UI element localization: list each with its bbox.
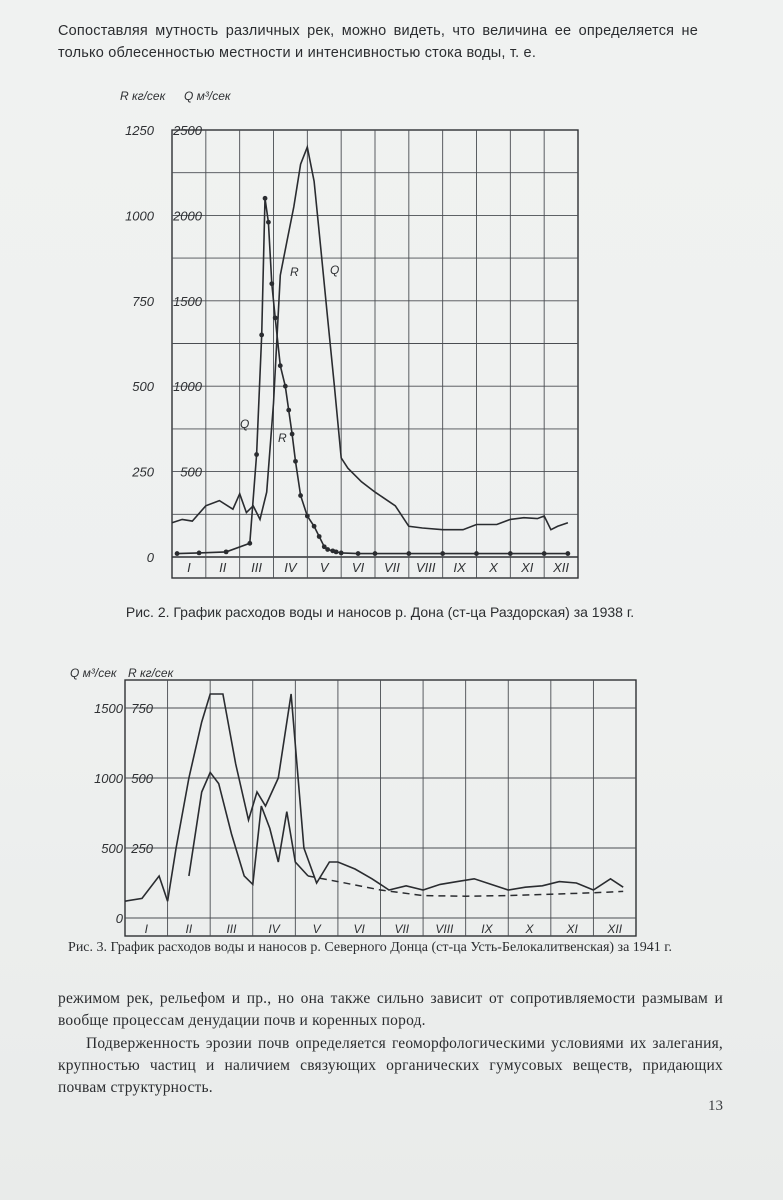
chart1-month-label: X xyxy=(488,560,499,575)
chart1-tick-Q: 1000 xyxy=(173,379,203,394)
chart2-month-label: VII xyxy=(394,922,409,936)
chart1-R-point xyxy=(474,551,479,556)
chart1-tick-R: 1000 xyxy=(125,208,155,223)
chart2-month-label: IV xyxy=(268,922,280,936)
chart1-month-label: IX xyxy=(453,560,467,575)
chart2-month-label: I xyxy=(145,922,149,936)
chart1-month-label: II xyxy=(219,560,227,575)
chart2-tick-R: 750 xyxy=(131,701,153,716)
top-paragraph: Сопоставляя мутность различных рек, можн… xyxy=(58,23,698,61)
bottom-paragraph-2: Подверженность эрозии почв определяется … xyxy=(58,1035,723,1096)
chart1-curve-label-R: R xyxy=(290,265,299,279)
chart1-R-point xyxy=(333,549,339,555)
chart2-month-label: VI xyxy=(354,922,366,936)
chart2-month-label: III xyxy=(226,922,237,936)
chart1-R-point xyxy=(272,315,278,321)
chart1-series-Q-line xyxy=(171,144,569,531)
chart1-R-point xyxy=(277,363,283,369)
chart2-month-label: XII xyxy=(606,922,622,936)
chart1-R-point xyxy=(286,407,292,413)
chart1-tick-Q: 500 xyxy=(180,465,202,480)
chart2-month-label: IX xyxy=(481,922,493,936)
chart1-tick-R: 0 xyxy=(147,550,155,565)
chart1-R-point xyxy=(196,550,202,556)
chart1-curve-label-Q: Q xyxy=(330,263,339,277)
chart1-R-point xyxy=(541,551,547,556)
chart1-tick-R: 750 xyxy=(132,294,154,309)
chart1-curve-label-R: R xyxy=(278,431,287,445)
chart2-tick-Q: 0 xyxy=(116,911,124,926)
chart1-month-label: XII xyxy=(552,560,569,575)
chart2-tick-Q: 500 xyxy=(101,841,123,856)
page-number: 13 xyxy=(708,1098,723,1114)
chart1-R-point xyxy=(338,550,344,556)
chart2-month-label: XI xyxy=(565,922,578,936)
chart1-R-point xyxy=(259,332,265,338)
chart1-month-label: III xyxy=(251,560,262,575)
chart1-R-point xyxy=(304,513,310,519)
chart1-R-point xyxy=(247,540,253,546)
chart1-tick-Q: 1500 xyxy=(173,294,203,309)
chart1-R-point xyxy=(565,551,571,556)
figure-2-caption: Рис. 2. График расходов воды и наносов р… xyxy=(125,604,635,620)
chart1-tick-R: 250 xyxy=(131,465,154,480)
chart1-R-point xyxy=(289,431,295,437)
chart2-series-Q-line xyxy=(124,693,624,902)
chart2-series-R-line xyxy=(188,770,309,887)
chart1-month-label: IV xyxy=(284,560,298,575)
chart1-R-point xyxy=(355,551,361,556)
chart2-tick-Q: 1500 xyxy=(94,701,124,716)
chart1-R-point xyxy=(269,281,275,287)
chart1-month-label: VIII xyxy=(416,560,436,575)
chart1-month-label: VI xyxy=(352,560,365,575)
chart1-R-point xyxy=(325,547,331,552)
chart1-R-point xyxy=(254,452,259,457)
chart1-R-point xyxy=(298,493,303,498)
chart1-R-point xyxy=(406,551,412,556)
chart1-curve-label-Q: Q xyxy=(240,417,249,431)
chart1-R-point xyxy=(174,551,180,556)
chart1-month-label: XI xyxy=(520,560,534,575)
chart1-axis-label-Q: Q м³/сек xyxy=(184,89,232,103)
chart1-R-point xyxy=(223,549,229,555)
chart2-tick-R: 250 xyxy=(130,841,153,856)
chart1-series-R-line xyxy=(177,198,568,555)
chart2-axis-label-Q: Q м³/сек xyxy=(70,666,118,680)
bottom-paragraph-1: режимом рек, рельефом и пр., но она такж… xyxy=(58,990,723,1029)
chart1-month-label: VII xyxy=(384,560,400,575)
chart2-month-label: II xyxy=(186,922,193,936)
chart1-month-label: I xyxy=(187,560,191,575)
chart1-month-label: V xyxy=(320,560,330,575)
chart1-R-point xyxy=(321,544,327,550)
chart2-month-label: X xyxy=(525,922,535,936)
chart1-tick-R: 500 xyxy=(132,379,154,394)
chart1-tick-R: 1250 xyxy=(125,123,155,138)
chart1-R-point xyxy=(262,195,268,201)
chart2-tick-Q: 1000 xyxy=(94,771,124,786)
chart2-axis-label-R: R кг/сек xyxy=(128,666,175,680)
figure-3-caption: Рис. 3. График расходов воды и наносов р… xyxy=(68,940,672,955)
chart1-R-point xyxy=(372,551,378,556)
chart1-R-point xyxy=(282,383,288,389)
chart2-series-R-dashed xyxy=(307,875,624,897)
chart2-month-label: VIII xyxy=(435,922,454,936)
chart1-R-point xyxy=(293,458,298,464)
chart1-axis-label-R: R кг/сек xyxy=(120,89,167,103)
chart1-R-point xyxy=(440,551,446,556)
chart2-tick-R: 500 xyxy=(131,771,153,786)
chart1-tick-Q: 2500 xyxy=(172,123,203,138)
chart1-tick-Q: 2000 xyxy=(172,208,203,223)
chart1-R-point xyxy=(266,219,271,225)
chart1-R-point xyxy=(316,534,322,539)
chart1-R-point xyxy=(507,551,513,556)
chart2-month-label: V xyxy=(313,922,322,936)
chart1-R-point xyxy=(311,523,317,529)
